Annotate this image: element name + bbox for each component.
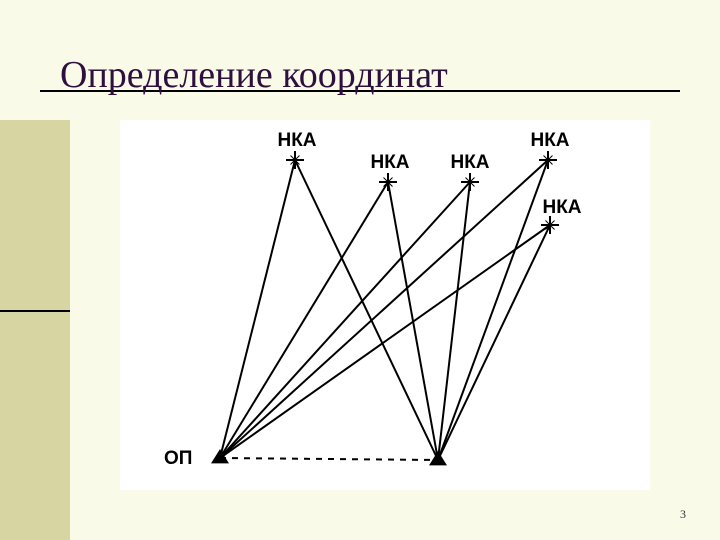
svg-text:НКА: НКА [370, 152, 409, 173]
slide-title: Определение координат [60, 53, 448, 97]
svg-text:НКА: НКА [277, 130, 316, 151]
diagram-container: НКА НКА НКА НКА НКА ОП [120, 120, 650, 490]
satellite-diagram: НКА НКА НКА НКА НКА ОП [120, 120, 650, 490]
page-number: 3 [680, 507, 686, 522]
sidebar-rule [0, 310, 70, 312]
svg-text:НКА: НКА [530, 130, 569, 151]
svg-text:ОП: ОП [164, 448, 192, 469]
sidebar-accent [0, 120, 70, 540]
svg-text:НКА: НКА [542, 197, 581, 218]
svg-text:НКА: НКА [450, 152, 489, 173]
